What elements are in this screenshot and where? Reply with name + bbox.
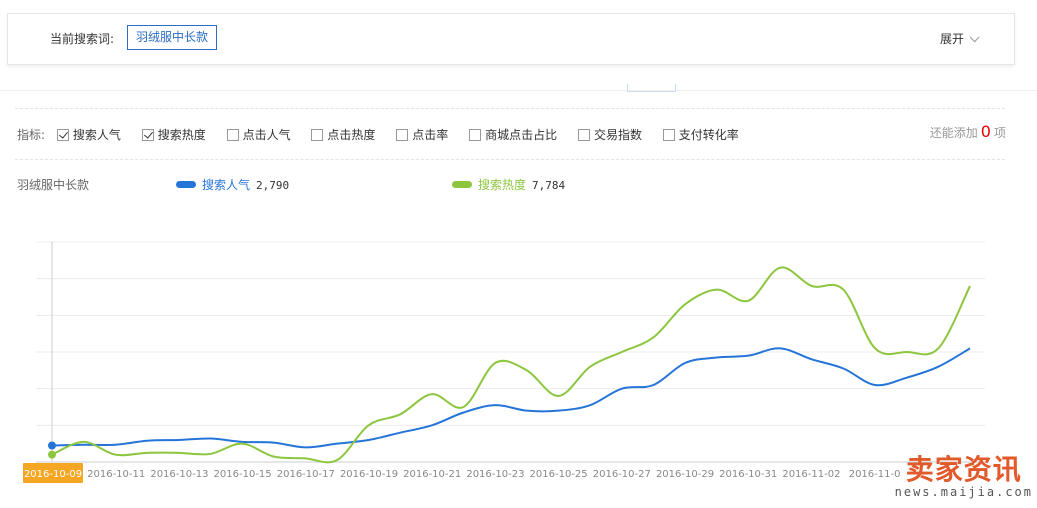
search-label: 当前搜索词: bbox=[50, 32, 115, 46]
legend-search-heat[interactable]: 搜索热度 7,784 bbox=[452, 176, 565, 193]
highlight-point bbox=[48, 441, 56, 450]
legend-series-value: 7,784 bbox=[532, 179, 566, 192]
highlight-point bbox=[48, 450, 56, 459]
x-tick-label: 2016-10-31 bbox=[719, 469, 777, 480]
legend-search-popularity[interactable]: 搜索人气 2,790 bbox=[176, 176, 289, 193]
metric-trade-index[interactable]: 交易指数 bbox=[577, 126, 642, 143]
remaining-count-text: 还能添加 0 项 bbox=[930, 122, 1006, 141]
x-tick-label: 2016-10-17 bbox=[277, 469, 335, 480]
metric-click-rate[interactable]: 点击率 bbox=[396, 126, 448, 143]
watermark-logo: 卖家资讯 news.maijia.com bbox=[894, 453, 1033, 500]
legend-series-name: 搜索人气 bbox=[202, 178, 251, 192]
metric-label: 点击热度 bbox=[327, 128, 376, 142]
checkbox[interactable] bbox=[469, 129, 482, 141]
remaining-number: 0 bbox=[980, 122, 991, 141]
metrics-selector: 指标: 搜索人气 搜索热度 点击人气 点击热度 点击率 商城点击占比 交易指数 … bbox=[17, 126, 756, 143]
series-line bbox=[51, 266, 971, 464]
x-tick-label: 2016-10-25 bbox=[530, 469, 588, 480]
x-tick-label: 2016-10-29 bbox=[656, 469, 714, 480]
metric-label: 支付转化率 bbox=[678, 128, 739, 142]
x-tick-label: 2016-10-13 bbox=[150, 469, 208, 480]
expand-label: 展开 bbox=[939, 32, 964, 46]
dashed-divider-bottom bbox=[15, 159, 1005, 160]
checkbox[interactable] bbox=[311, 129, 324, 141]
x-tick-label: 2016-11-0 bbox=[849, 469, 901, 480]
remaining-suffix: 项 bbox=[993, 126, 1006, 140]
active-date-badge bbox=[23, 463, 83, 483]
checkbox[interactable] bbox=[396, 129, 409, 141]
x-tick-label-active: 2016-10-09 bbox=[24, 469, 82, 480]
legend-series-value: 2,790 bbox=[256, 179, 290, 192]
remaining-prefix: 还能添加 bbox=[929, 126, 978, 140]
search-term-tag[interactable]: 羽绒服中长款 bbox=[127, 25, 218, 50]
x-tick-label: 2016-10-27 bbox=[593, 469, 651, 480]
x-tick-label: 2016-10-15 bbox=[214, 469, 272, 480]
legend-keyword: 羽绒服中长款 bbox=[17, 178, 90, 192]
metric-label: 点击人气 bbox=[242, 128, 291, 142]
metric-click-popularity[interactable]: 点击人气 bbox=[226, 126, 291, 143]
watermark-brand: 卖家资讯 bbox=[905, 453, 1022, 486]
dashed-divider-top bbox=[15, 108, 1005, 109]
checkbox[interactable] bbox=[226, 129, 239, 141]
metric-label: 商城点击占比 bbox=[485, 128, 558, 142]
watermark-url: news.maijia.com bbox=[894, 485, 1033, 499]
checkbox[interactable] bbox=[56, 129, 69, 141]
search-card: 当前搜索词: 羽绒服中长款 展开 bbox=[7, 13, 1015, 65]
series-line bbox=[51, 347, 971, 449]
legend-swatch bbox=[176, 181, 196, 188]
legend-series-name: 搜索热度 bbox=[478, 178, 527, 192]
expand-button[interactable]: 展开 bbox=[939, 30, 980, 47]
x-tick-label: 2016-10-21 bbox=[403, 469, 461, 480]
metric-label: 点击率 bbox=[412, 128, 449, 142]
metric-search-popularity[interactable]: 搜索人气 bbox=[56, 126, 121, 143]
metric-search-heat[interactable]: 搜索热度 bbox=[141, 126, 206, 143]
metric-payment-conversion[interactable]: 支付转化率 bbox=[662, 126, 739, 143]
metric-label: 搜索热度 bbox=[157, 128, 206, 142]
section-divider bbox=[0, 90, 1037, 91]
legend-swatch bbox=[452, 181, 472, 188]
checkbox[interactable] bbox=[662, 129, 675, 141]
tab-indicator bbox=[627, 84, 676, 92]
checkbox[interactable] bbox=[577, 129, 590, 141]
trend-line-chart[interactable]: 2016-10-09 2016-10-11 2016-10-13 2016-10-15… bbox=[0, 200, 1037, 490]
x-tick-label: 2016-11-02 bbox=[782, 469, 840, 480]
x-tick-label: 2016-10-11 bbox=[87, 469, 145, 480]
metric-label: 搜索人气 bbox=[72, 128, 121, 142]
metric-label: 交易指数 bbox=[593, 128, 642, 142]
x-tick-label: 2016-10-19 bbox=[340, 469, 398, 480]
metric-mall-click-share[interactable]: 商城点击占比 bbox=[469, 126, 557, 143]
checkbox[interactable] bbox=[141, 129, 154, 141]
metrics-label: 指标: bbox=[17, 128, 46, 142]
chevron-down-icon bbox=[969, 32, 980, 43]
x-tick-label: 2016-10-23 bbox=[466, 469, 524, 480]
metric-click-heat[interactable]: 点击热度 bbox=[311, 126, 375, 143]
